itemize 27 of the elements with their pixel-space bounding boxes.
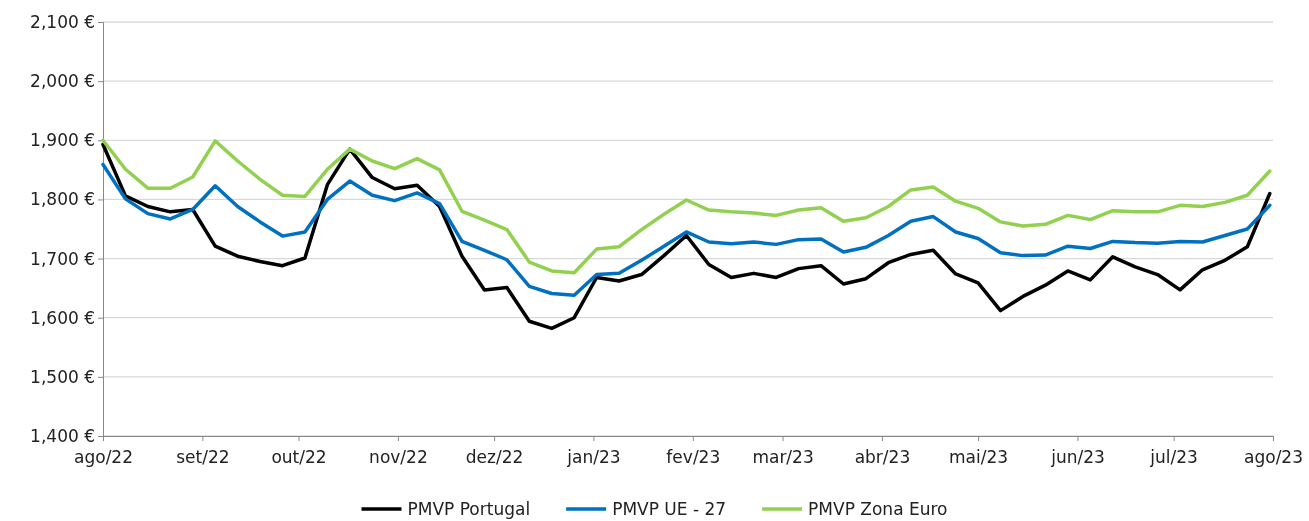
y-tick-label: 1,500 €	[30, 366, 95, 387]
y-tick-label: 2,000 €	[30, 71, 95, 92]
x-tick-label: ago/23	[1244, 446, 1303, 467]
x-tick-label: mai/23	[949, 446, 1009, 467]
line-series	[101, 142, 1272, 331]
line-series	[101, 162, 1272, 297]
y-tick-label: 1,900 €	[30, 130, 95, 151]
x-tick-label: mar/23	[752, 446, 814, 467]
y-tick-label: 1,800 €	[30, 189, 95, 210]
x-tick-label: jul/23	[1149, 446, 1198, 467]
y-tick-label: 1,600 €	[30, 307, 95, 328]
legend-label: PMVP Zona Euro	[808, 499, 948, 519]
y-tick-label: 2,100 €	[30, 11, 95, 32]
x-tick-label: jun/23	[1050, 446, 1105, 467]
x-tick-label: jan/23	[566, 446, 621, 467]
x-tick-label: dez/22	[465, 446, 524, 467]
y-tick-label: 1,700 €	[30, 248, 95, 269]
x-tick-label: out/22	[271, 446, 327, 467]
x-tick-label: fev/23	[666, 446, 721, 467]
line-series	[101, 138, 1272, 275]
x-tick-label: set/22	[176, 446, 230, 467]
x-tick-label: ago/22	[74, 446, 133, 467]
x-tick-label: nov/22	[369, 446, 428, 467]
legend-label: PMVP UE - 27	[612, 499, 727, 519]
x-tick-label: abr/23	[854, 446, 911, 467]
y-tick-label: 1,400 €	[30, 425, 95, 446]
legend-label: PMVP Portugal	[407, 499, 531, 519]
